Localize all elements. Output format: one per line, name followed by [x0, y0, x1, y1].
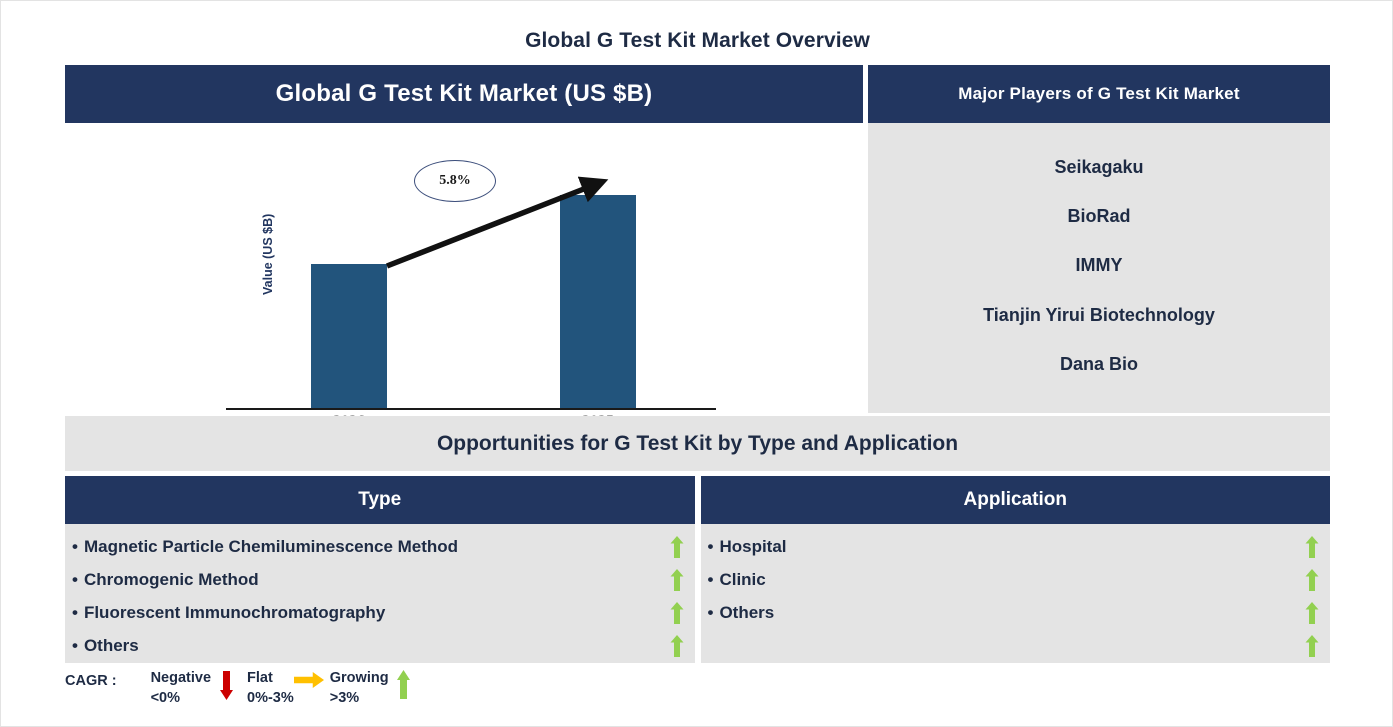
- bullet-icon: •: [72, 636, 78, 655]
- list-item-label: Others: [719, 602, 775, 622]
- legend-negative-range: <0%: [150, 689, 180, 706]
- chart-x-axis-line: [226, 408, 716, 410]
- list-item: Dana Bio: [1059, 353, 1138, 374]
- arrow-up-green-icon: [666, 530, 688, 563]
- players-list: Seikagaku BioRad IMMY Tianjin Yirui Biot…: [868, 123, 1330, 413]
- list-item: • Others: [701, 596, 1331, 629]
- list-item-label: Hospital: [719, 536, 787, 556]
- chart-plot-area: 5.8% 2026 2035: [226, 123, 716, 430]
- legend-flat-text: Flat 0%-3%: [247, 669, 294, 708]
- list-item: Seikagaku: [1054, 157, 1144, 178]
- bullet-icon: •: [72, 570, 78, 589]
- opportunities-column-application: Application • Hospital • Clinic • Others: [700, 476, 1331, 663]
- legend-entry-negative: Negative <0%: [151, 669, 241, 708]
- chart-body: Value (US $B) 5.8% 2026 2035 So: [65, 123, 863, 460]
- players-panel-header: Major Players of G Test Kit Market: [868, 65, 1330, 123]
- list-item: • Fluorescent Immunochromatography: [65, 596, 695, 629]
- list-item-label: Others: [83, 635, 139, 655]
- arrow-up-green-icon: [1301, 563, 1323, 596]
- legend-growing-range: >3%: [329, 689, 360, 706]
- major-players-panel: Major Players of G Test Kit Market Seika…: [868, 65, 1330, 413]
- legend-growing-label: Growing: [329, 670, 389, 686]
- list-item: • Clinic: [701, 563, 1331, 596]
- page-title: Global G Test Kit Market Overview: [525, 29, 870, 52]
- arrow-up-green-icon: [666, 629, 688, 662]
- arrow-up-green-icon: [1301, 629, 1323, 662]
- bullet-icon: •: [707, 537, 714, 556]
- market-chart-panel: Global G Test Kit Market (US $B) Value (…: [65, 65, 863, 460]
- cagr-legend-title: CAGR :: [65, 673, 117, 689]
- legend-entry-flat: Flat 0%-3%: [247, 669, 324, 708]
- legend-growing-text: Growing >3%: [330, 669, 389, 708]
- bullet-icon: •: [72, 603, 78, 622]
- list-item: BioRad: [1067, 206, 1131, 227]
- arrow-up-green-icon: [1301, 530, 1323, 563]
- legend-negative-text: Negative <0%: [151, 669, 211, 708]
- list-item-label: Fluorescent Immunochromatography: [83, 602, 386, 622]
- trend-arrow-column-type: [666, 530, 688, 662]
- legend-negative-label: Negative: [150, 670, 212, 686]
- bar-2026: [311, 264, 387, 408]
- legend-flat-range: 0%-3%: [247, 689, 294, 706]
- list-item: • Hospital: [701, 530, 1331, 563]
- list-item: • Magnetic Particle Chemiluminescence Me…: [65, 530, 695, 563]
- column-body-application: • Hospital • Clinic • Others: [700, 524, 1331, 663]
- arrow-down-red-icon: [211, 669, 241, 700]
- legend-entry-growing: Growing >3%: [330, 669, 419, 708]
- opportunities-banner: Opportunities for G Test Kit by Type and…: [65, 416, 1330, 471]
- arrow-up-green-icon: [666, 596, 688, 629]
- opportunities-column-type: Type • Magnetic Particle Chemiluminescen…: [65, 476, 695, 663]
- column-header-type: Type: [65, 476, 695, 524]
- bar-2035: [560, 195, 636, 408]
- list-item: Tianjin Yirui Biotechnology: [983, 304, 1215, 325]
- column-header-application: Application: [700, 476, 1330, 524]
- list-item-label: Clinic: [719, 569, 766, 589]
- arrow-up-green-icon: [389, 669, 419, 700]
- opportunities-columns: Type • Magnetic Particle Chemiluminescen…: [65, 476, 1330, 663]
- list-item-label: Chromogenic Method: [83, 569, 259, 589]
- bullet-icon: •: [72, 537, 78, 556]
- arrow-right-yellow-icon: [293, 669, 324, 690]
- chart-panel-header: Global G Test Kit Market (US $B): [65, 65, 863, 123]
- cagr-value-bubble: 5.8%: [414, 160, 496, 202]
- arrow-up-green-icon: [1301, 596, 1323, 629]
- list-item-label: Magnetic Particle Chemiluminescence Meth…: [83, 536, 459, 556]
- trend-arrow-column-application: [1301, 530, 1323, 662]
- bullet-icon: •: [707, 603, 714, 622]
- list-item: • Chromogenic Method: [65, 563, 695, 596]
- list-item: IMMY: [1075, 255, 1123, 276]
- list-item: • Others: [65, 629, 695, 662]
- legend-flat-label: Flat: [247, 670, 273, 686]
- column-body-type: • Magnetic Particle Chemiluminescence Me…: [65, 524, 695, 663]
- cagr-legend: CAGR : Negative <0% Flat 0%-3% Growing >…: [65, 669, 425, 708]
- arrow-up-green-icon: [666, 563, 688, 596]
- bullet-icon: •: [707, 570, 714, 589]
